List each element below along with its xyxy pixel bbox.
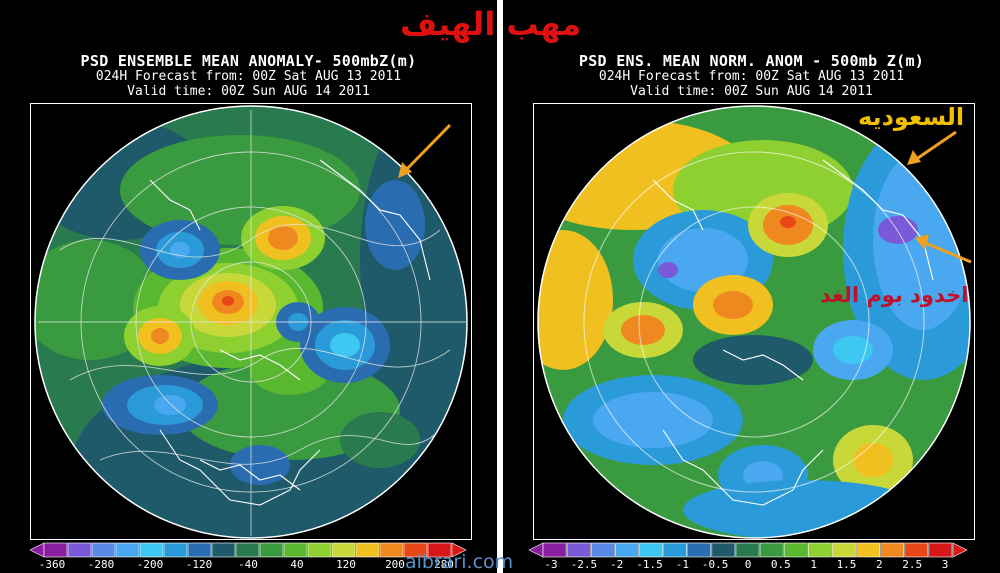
colorbar-swatch bbox=[566, 542, 591, 558]
colorbar-swatch bbox=[163, 542, 188, 558]
colorbar-swatch bbox=[187, 542, 212, 558]
panel-divider bbox=[497, 0, 503, 573]
colorbar-swatch bbox=[403, 542, 428, 558]
colorbar-right-tip bbox=[451, 542, 467, 558]
left-map-title: PSD ENSEMBLE MEAN ANOMALY- 500mbZ(m) bbox=[80, 52, 417, 70]
main-heading: مهب الهيف bbox=[400, 5, 582, 43]
colorbar-tick-label: -0.5 bbox=[701, 558, 729, 571]
left-polar-map bbox=[34, 105, 468, 539]
colorbar-tick-label: -2 bbox=[610, 558, 624, 571]
colorbar-tick-label: 0.5 bbox=[770, 558, 791, 571]
colorbar-tick-label: 0 bbox=[744, 558, 752, 571]
colorbar-swatch bbox=[759, 542, 784, 558]
colorbar-left-tip bbox=[528, 542, 544, 558]
right-arrow-trough-head bbox=[915, 234, 929, 250]
left-colorbar bbox=[29, 542, 467, 558]
right-map-frame bbox=[533, 103, 975, 540]
colorbar-tick-label: -3 bbox=[544, 558, 558, 571]
colorbar-tick-label: 200 bbox=[385, 558, 405, 571]
right-arrow-top bbox=[914, 130, 957, 162]
colorbar-tick-label: -1 bbox=[675, 558, 689, 571]
colorbar-swatch bbox=[427, 542, 452, 558]
site-watermark: albrari.com bbox=[405, 551, 514, 573]
colorbar-swatch bbox=[807, 542, 832, 558]
colorbar-swatch bbox=[91, 542, 116, 558]
colorbar-tick-label: 2 bbox=[876, 558, 883, 571]
right-arrow-trough bbox=[922, 240, 972, 264]
colorbar-tick-label: -120 bbox=[185, 558, 213, 571]
colorbar-tick-label: 2.5 bbox=[902, 558, 923, 571]
colorbar-swatch bbox=[542, 542, 567, 558]
colorbar-swatch bbox=[783, 542, 808, 558]
left-arrow-head bbox=[398, 162, 412, 178]
colorbar-swatch bbox=[904, 542, 929, 558]
left-anomaly-map-panel: PSD ENSEMBLE MEAN ANOMALY- 500mbZ(m) 024… bbox=[0, 0, 497, 573]
right-normalized-anomaly-map-panel: PSD ENS. MEAN NORM. ANOM - 500mb Z(m) 02… bbox=[503, 0, 1000, 573]
right-forecast-line: 024H Forecast from: 00Z Sat AUG 13 2011 bbox=[598, 69, 905, 84]
colorbar-swatch bbox=[355, 542, 380, 558]
colorbar-tick-label: -2.5 bbox=[570, 558, 598, 571]
colorbar-tick-label: 1.5 bbox=[836, 558, 857, 571]
colorbar-swatch bbox=[687, 542, 712, 558]
colorbar-right-tip bbox=[952, 542, 968, 558]
colorbar-swatch bbox=[832, 542, 856, 558]
colorbar-swatch bbox=[735, 542, 760, 558]
colorbar-swatch bbox=[711, 542, 736, 558]
left-forecast-line: 024H Forecast from: 00Z Sat AUG 13 2011 bbox=[95, 69, 402, 84]
left-valid-time-line: Valid time: 00Z Sun AUG 14 2011 bbox=[127, 84, 370, 99]
colorbar-swatch bbox=[379, 542, 404, 558]
colorbar-swatch bbox=[856, 542, 880, 558]
right-colorbar-ticks: -3 -2.5 -2 -1.5 -1 -0.5 0 0.5 1 1.5 2 2.5 3 bbox=[503, 558, 1000, 573]
colorbar-tick-label: -40 bbox=[238, 558, 258, 571]
right-colorbar bbox=[528, 542, 968, 558]
colorbar-swatch bbox=[283, 542, 308, 558]
colorbar-swatch bbox=[331, 542, 356, 558]
colorbar-swatch bbox=[663, 542, 688, 558]
saudi-annotation-label: السعوديه bbox=[858, 103, 965, 131]
colorbar-tick-label: 40 bbox=[290, 558, 304, 571]
colorbar-swatch bbox=[259, 542, 284, 558]
right-map-title: PSD ENS. MEAN NORM. ANOM - 500mb Z(m) bbox=[578, 52, 925, 70]
right-valid-time-line: Valid time: 00Z Sun AUG 14 2011 bbox=[630, 84, 873, 99]
colorbar-tick-label: 280 bbox=[434, 558, 454, 571]
colorbar-swatch bbox=[639, 542, 663, 558]
right-arrow-top-head bbox=[907, 150, 921, 165]
colorbar-swatch bbox=[615, 542, 639, 558]
colorbar-tick-label: -200 bbox=[136, 558, 164, 571]
left-arrow bbox=[402, 123, 452, 174]
colorbar-swatch bbox=[139, 542, 164, 558]
colorbar-swatch bbox=[211, 542, 236, 558]
left-colorbar-ticks: -360 -280 -200 -120 -40 40 120 200 280 bbox=[0, 558, 497, 573]
colorbar-left-tip bbox=[29, 542, 45, 558]
colorbar-swatch bbox=[928, 542, 953, 558]
trough-annotation-label: اخدود بوم الغد bbox=[820, 283, 969, 307]
colorbar-swatch bbox=[590, 542, 615, 558]
colorbar-tick-label: 120 bbox=[336, 558, 356, 571]
left-map-frame bbox=[30, 103, 472, 540]
colorbar-swatch bbox=[235, 542, 260, 558]
colorbar-tick-label: -1.5 bbox=[636, 558, 663, 571]
colorbar-swatch bbox=[67, 542, 92, 558]
colorbar-tick-label: -280 bbox=[87, 558, 115, 571]
colorbar-tick-label: 3 bbox=[941, 558, 949, 571]
right-polar-map bbox=[537, 105, 972, 539]
colorbar-tick-label: 1 bbox=[810, 558, 817, 571]
colorbar-swatch bbox=[307, 542, 332, 558]
colorbar-swatch bbox=[115, 542, 140, 558]
colorbar-swatch bbox=[43, 542, 68, 558]
colorbar-tick-label: -360 bbox=[38, 558, 66, 571]
colorbar-swatch bbox=[880, 542, 905, 558]
